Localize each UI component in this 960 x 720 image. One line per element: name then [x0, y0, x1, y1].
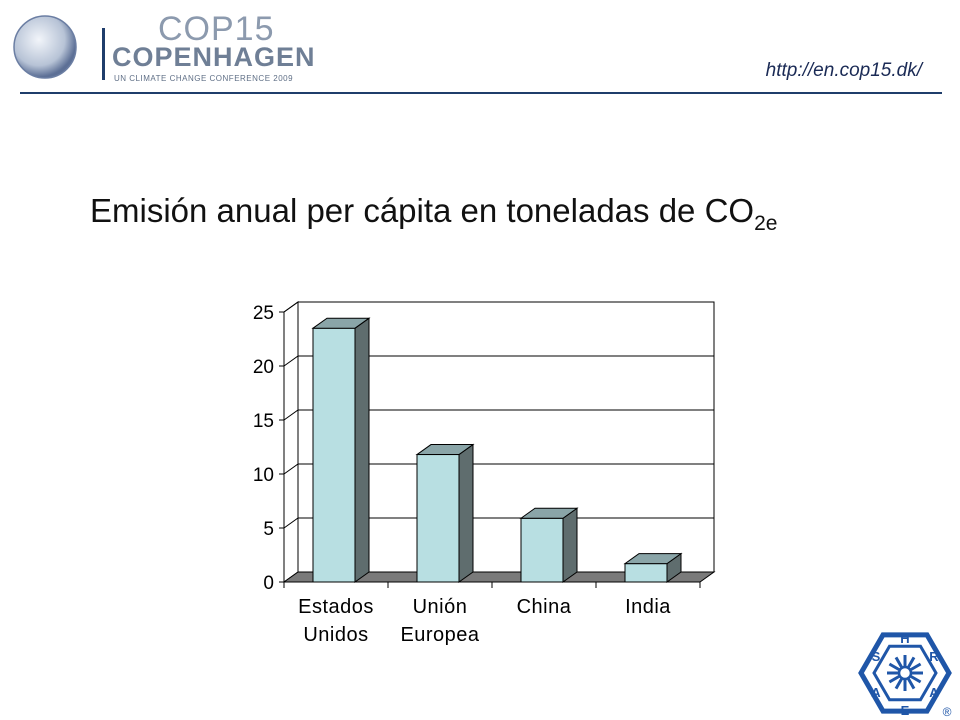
y-tick-label: 0 — [263, 573, 274, 594]
badge-letter: A — [871, 685, 881, 700]
badge-letter: E — [901, 703, 910, 718]
bar-side — [354, 317, 370, 583]
badge-ray — [894, 656, 903, 668]
header-divider — [20, 92, 942, 94]
y-tick-label: 5 — [263, 519, 274, 540]
globe-icon — [13, 15, 77, 79]
bar-top — [311, 317, 371, 329]
badge-letter: H — [900, 631, 909, 646]
bar-top — [415, 444, 475, 456]
bar-top — [623, 553, 683, 565]
plot-side-wall — [283, 301, 299, 583]
y-tick-label: 25 — [253, 303, 274, 324]
bar-front — [312, 327, 356, 583]
cop15-logo: COP15 COPENHAGEN UN CLIMATE CHANGE CONFE… — [10, 8, 330, 90]
badge-ray — [907, 678, 916, 690]
ashrae-logo: H R A E A S ® — [858, 631, 952, 718]
badge-ray — [907, 656, 916, 668]
logo-divider — [102, 28, 105, 80]
gridline — [283, 463, 714, 475]
logo-cop-text: COP15 — [158, 10, 275, 48]
slide-title: Emisión anual per cápita en toneladas de… — [90, 192, 777, 236]
y-tick-label: 15 — [253, 411, 274, 432]
gridline — [283, 301, 714, 313]
logo-tagline: UN CLIMATE CHANGE CONFERENCE 2009 — [114, 74, 294, 83]
badge-ray — [910, 675, 922, 684]
x-category-label: Europea — [400, 624, 479, 646]
badge-letter: R — [929, 649, 939, 664]
gridline — [283, 355, 714, 367]
badge-letter: S — [872, 649, 881, 664]
registered-mark: ® — [943, 705, 952, 718]
bar-top — [519, 507, 579, 519]
title-text: Emisión anual per cápita en toneladas de… — [90, 192, 755, 229]
source-url[interactable]: http://en.cop15.dk/ — [765, 60, 922, 81]
bar-front — [416, 454, 460, 583]
badge-letter: A — [929, 685, 939, 700]
x-category-label: India — [625, 596, 671, 618]
badge-ray — [888, 675, 900, 684]
x-category-label: Estados — [298, 596, 374, 618]
title-subscript: 2e — [754, 212, 778, 235]
bar-side — [458, 443, 474, 583]
y-tick-label: 20 — [253, 357, 274, 378]
badge-ray — [888, 662, 900, 671]
x-category-label: Unión — [413, 596, 468, 618]
bar-front — [624, 563, 668, 583]
badge-center — [897, 665, 913, 681]
badge-ray — [910, 662, 922, 671]
bar-side — [562, 507, 578, 583]
x-category-label: China — [517, 596, 572, 618]
x-category-label: Unidos — [303, 624, 368, 646]
logo-city-text: COPENHAGEN — [112, 42, 316, 72]
y-tick-label: 10 — [253, 465, 274, 486]
bar-front — [520, 517, 564, 583]
gridline — [283, 409, 714, 421]
badge-ray — [894, 678, 903, 690]
